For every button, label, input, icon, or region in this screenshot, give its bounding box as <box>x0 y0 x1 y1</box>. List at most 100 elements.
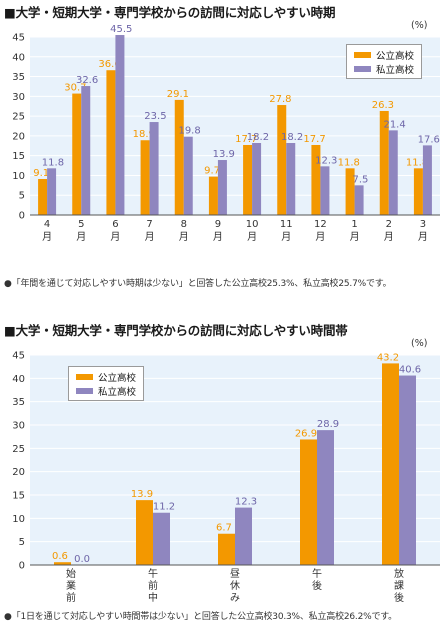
data-label-private: 11.8 <box>42 157 64 168</box>
x-tick-label: 休 <box>230 580 240 592</box>
data-label-public: 17.7 <box>235 134 257 145</box>
x-tick-label: 月 <box>315 231 325 243</box>
y-tick-label: 30 <box>12 421 25 432</box>
data-label-private: 12.3 <box>235 497 257 508</box>
data-label-public: 29.1 <box>167 89 189 100</box>
y-tick-label: 25 <box>12 112 25 123</box>
y-tick-label: 20 <box>12 131 25 142</box>
x-tick-label: 始 <box>66 567 76 580</box>
y-tick-label: 25 <box>12 444 25 455</box>
bar-private <box>422 145 432 215</box>
legend-label-private: 私立高校 <box>376 65 415 76</box>
data-label-public: 27.8 <box>269 94 291 105</box>
data-label-private: 40.6 <box>399 365 421 376</box>
chart1-unit: (%) <box>411 20 428 31</box>
bar-public <box>174 99 184 215</box>
x-tick-label: 課 <box>394 579 404 592</box>
legend-item-private: 私立高校 <box>354 62 414 76</box>
x-tick-label: 後 <box>312 579 322 592</box>
data-label-public: 26.9 <box>295 428 317 439</box>
legend-label-public: 公立高校 <box>98 373 137 384</box>
x-tick-label: 中 <box>148 591 158 604</box>
data-label-private: 23.5 <box>144 111 166 122</box>
bar-private <box>183 136 193 215</box>
x-tick-label: 8 <box>181 219 187 230</box>
legend-item-public: 公立高校 <box>76 370 136 384</box>
x-tick-label: 12 <box>314 219 327 230</box>
data-label-public: 9.1 <box>33 168 49 179</box>
y-tick-label: 35 <box>12 397 25 408</box>
chart2-unit: (%) <box>411 338 428 349</box>
bar-public <box>379 110 389 215</box>
data-label-public: 36.6 <box>98 59 120 70</box>
data-label-private: 12.3 <box>315 155 337 166</box>
y-tick-label: 20 <box>12 467 25 478</box>
x-tick-label: 月 <box>179 231 189 243</box>
legend-label-public: 公立高校 <box>376 51 415 62</box>
bar-public <box>311 144 321 215</box>
bar-public <box>72 93 82 215</box>
data-label-private: 28.9 <box>317 419 339 430</box>
bar-public <box>243 144 253 215</box>
legend-swatch-public <box>354 52 371 58</box>
bar-private <box>388 130 398 215</box>
bar-private <box>115 35 125 216</box>
x-tick-label: 1 <box>351 219 357 230</box>
x-tick-label: 10 <box>246 219 259 230</box>
x-tick-label: 放 <box>394 567 404 580</box>
data-label-private: 17.6 <box>418 134 440 145</box>
bar-private <box>399 375 416 565</box>
x-tick-label: 7 <box>146 219 152 230</box>
bar-public <box>38 179 48 215</box>
x-tick-label: 5 <box>78 219 84 230</box>
y-tick-label: 5 <box>19 537 25 548</box>
bar-private <box>235 507 252 565</box>
x-tick-label: 前 <box>148 579 158 592</box>
bar-public <box>54 562 71 565</box>
y-tick-label: 0 <box>19 211 25 222</box>
x-tick-label: 6 <box>112 219 118 230</box>
bar-private <box>47 168 57 215</box>
chart1-legend: 公立高校 私立高校 <box>346 44 423 79</box>
data-label-private: 11.2 <box>153 502 175 513</box>
y-tick-label: 0 <box>19 561 25 572</box>
data-label-private: 32.6 <box>76 75 98 86</box>
bar-public <box>345 168 355 215</box>
bar-private <box>81 86 91 215</box>
bar-private <box>286 143 296 215</box>
y-tick-label: 45 <box>12 33 25 44</box>
data-label-public: 6.7 <box>216 523 232 534</box>
x-tick-label: 月 <box>76 231 86 243</box>
bar-public <box>106 70 116 215</box>
chart2-note: ●「1日を通じて対応しやすい時間帯は少ない」と回答した公立高校30.3%、私立高… <box>4 612 397 622</box>
x-tick-label: 9 <box>215 219 221 230</box>
legend-swatch-private <box>76 388 93 394</box>
bar-private <box>149 122 159 215</box>
data-label-private: 21.4 <box>383 119 405 130</box>
bar-private <box>317 430 334 565</box>
legend-item-public: 公立高校 <box>354 48 414 62</box>
data-label-private: 19.8 <box>178 126 200 137</box>
x-tick-label: 4 <box>44 219 50 230</box>
bar-public <box>413 168 423 215</box>
y-tick-label: 10 <box>12 514 25 525</box>
data-label-public: 30.7 <box>64 83 86 94</box>
chart2-title: ■大学・短期大学・専門学校からの訪問に対応しやすい時間帯 <box>4 323 348 338</box>
chart1-title: ■大学・短期大学・専門学校からの訪問に対応しやすい時期 <box>4 5 336 20</box>
x-tick-label: み <box>230 593 240 604</box>
x-tick-label: 月 <box>350 231 360 243</box>
x-tick-label: 3 <box>420 219 426 230</box>
bar-public <box>277 105 287 215</box>
data-label-private: 45.5 <box>110 24 132 35</box>
x-tick-label: 月 <box>418 231 428 243</box>
bar-private <box>217 160 227 215</box>
data-label-private: 0.0 <box>74 554 90 565</box>
chart1-note: ●「年間を通じて対応しやすい時期は少ない」と回答した公立高校25.3%、私立高校… <box>4 279 392 289</box>
data-label-private: 18.2 <box>247 132 269 143</box>
x-tick-label: 昼 <box>230 568 240 580</box>
x-tick-label: 月 <box>247 231 257 243</box>
bar-public <box>140 140 150 215</box>
x-tick-label: 月 <box>213 231 223 243</box>
x-tick-label: 後 <box>394 591 404 604</box>
